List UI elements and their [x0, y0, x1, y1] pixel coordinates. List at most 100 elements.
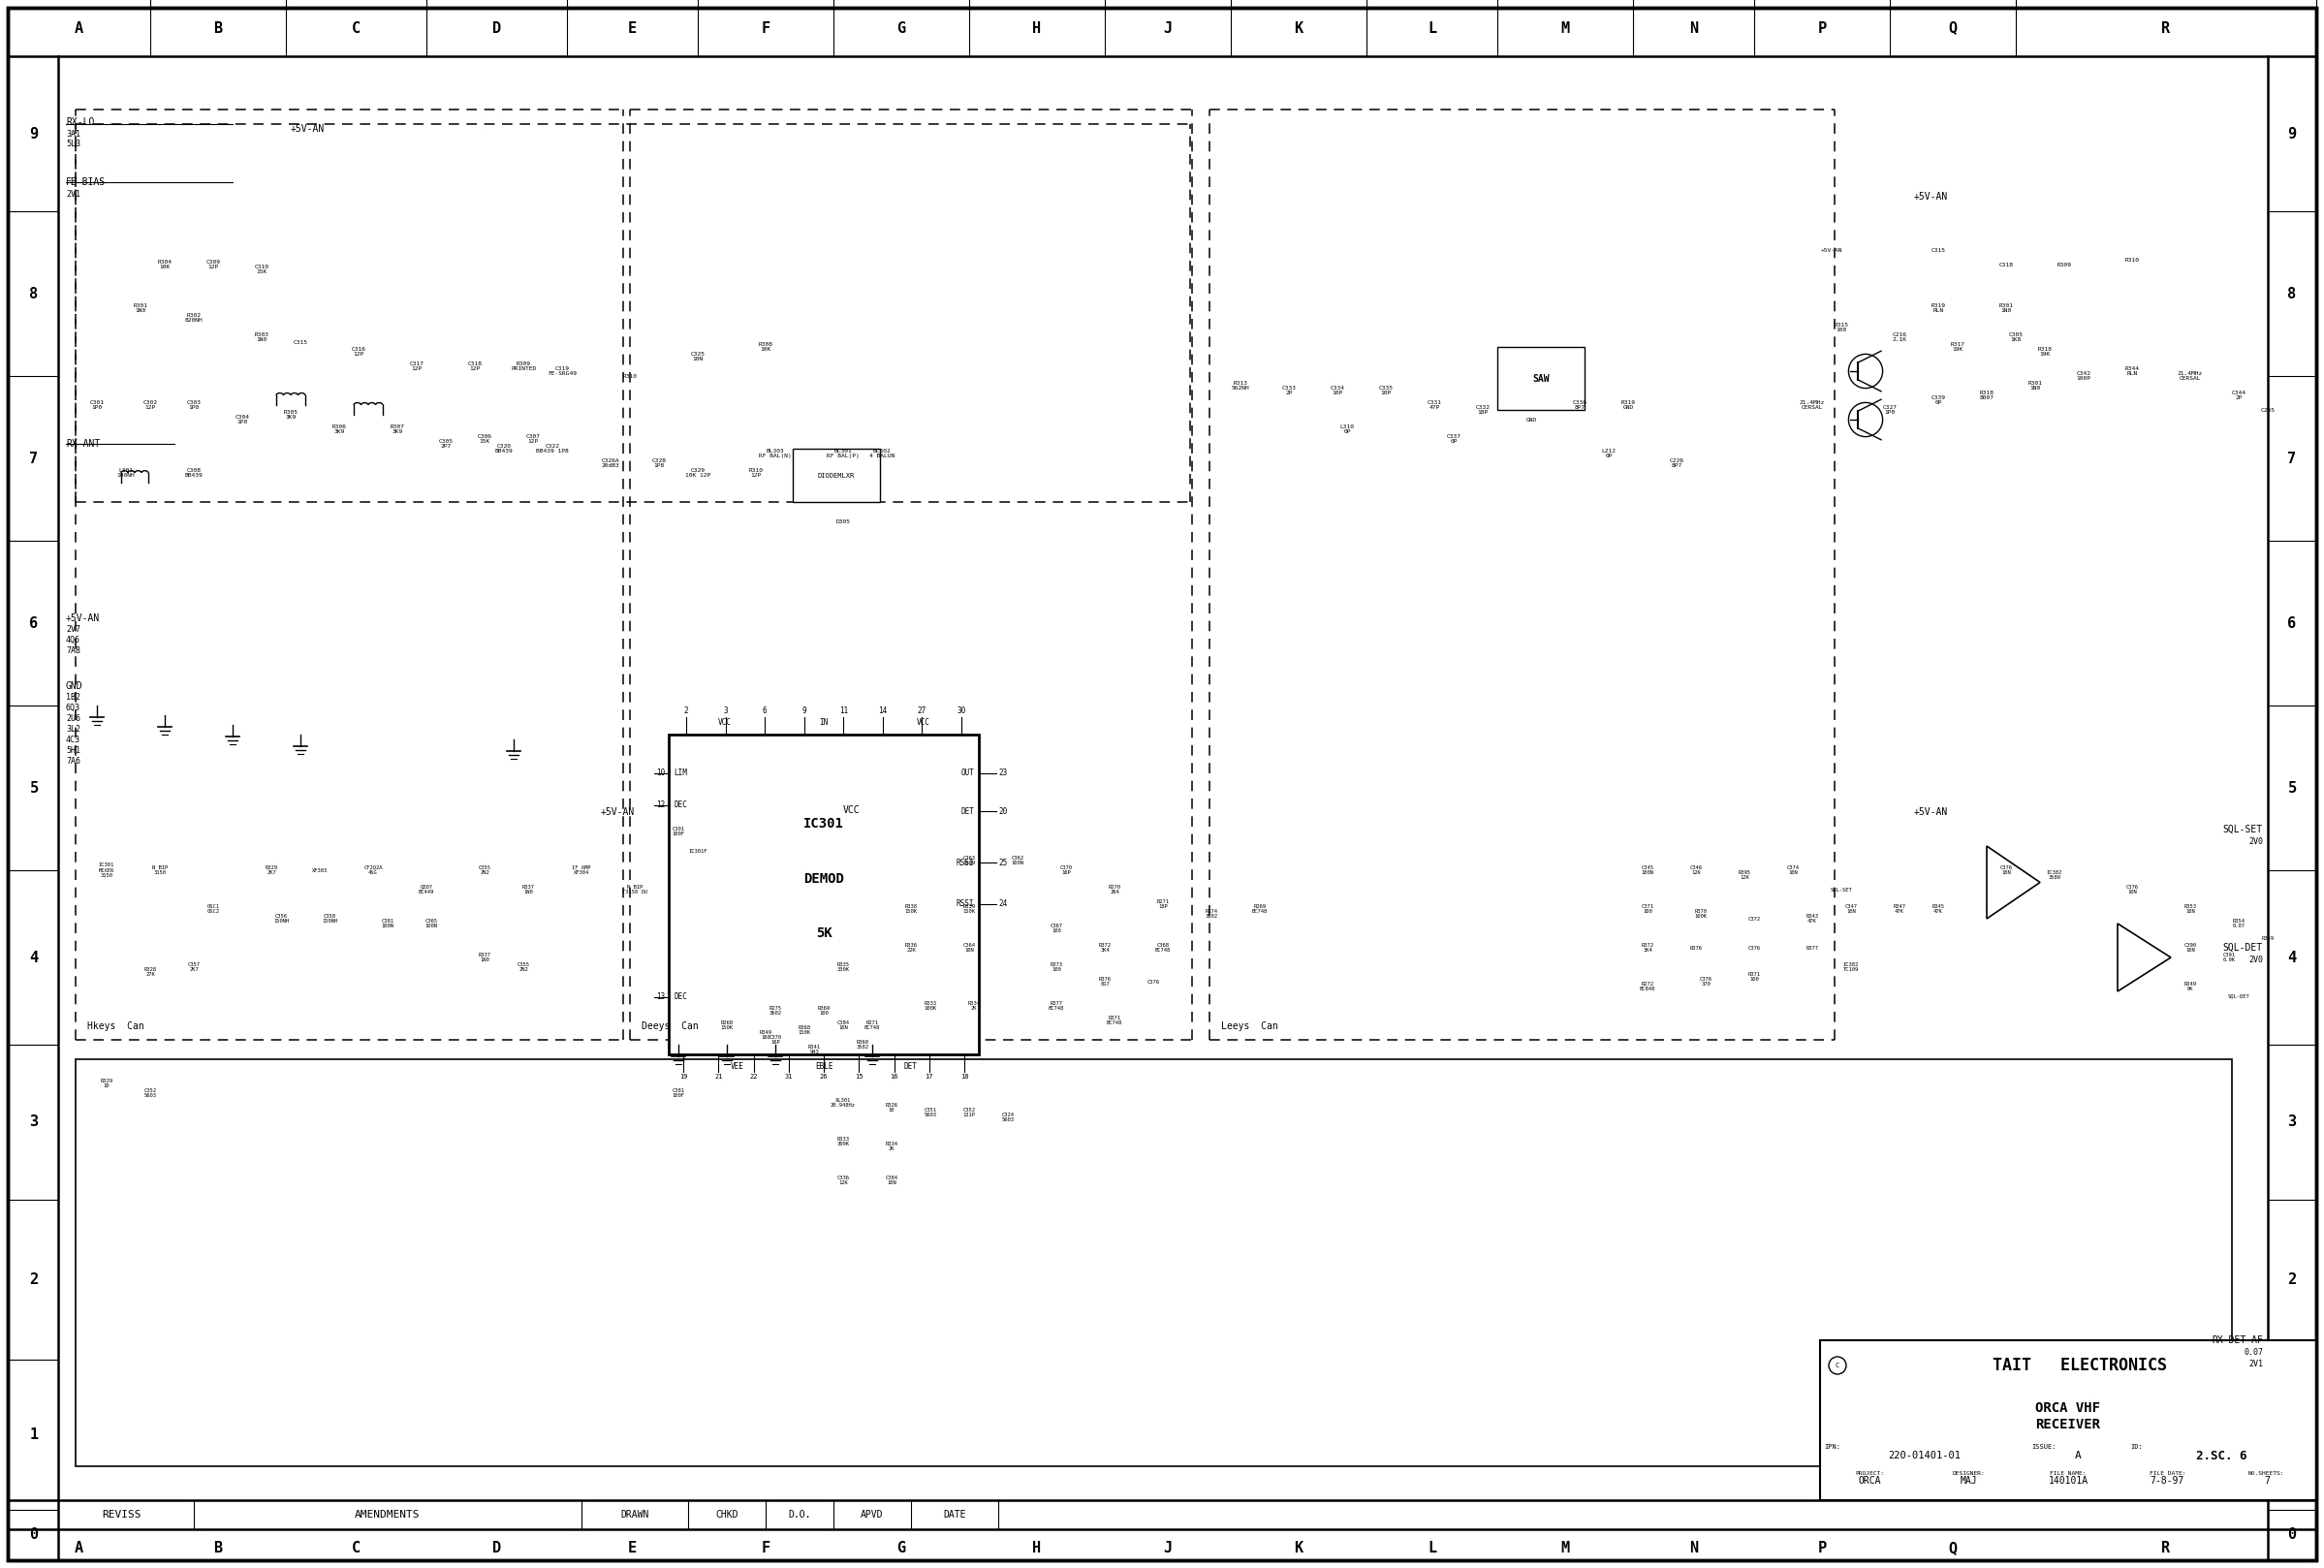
Text: DESIGNER:: DESIGNER: [1952, 1471, 1985, 1475]
Text: 24: 24 [999, 900, 1006, 908]
Text: R270
264: R270 264 [1109, 884, 1120, 895]
Text: Hkeys  Can: Hkeys Can [88, 1021, 144, 1032]
Text: C324
5603: C324 5603 [1002, 1112, 1013, 1123]
Text: CF2Q2A
4SG: CF2Q2A 4SG [363, 866, 383, 875]
Text: R395
12K: R395 12K [1738, 870, 1750, 880]
Text: R269
BC748: R269 BC748 [1253, 903, 1269, 914]
Text: R272
BC848: R272 BC848 [1641, 982, 1655, 993]
Text: OSC1
OSC2: OSC1 OSC2 [207, 903, 218, 914]
Text: C347
10N: C347 10N [1845, 903, 1857, 914]
Text: OUT: OUT [960, 768, 974, 778]
Text: C345
100N: C345 100N [1641, 866, 1655, 875]
Text: C357
2K7: C357 2K7 [188, 961, 200, 972]
Text: REVISS: REVISS [102, 1510, 142, 1519]
Text: R329
2K7: R329 2K7 [265, 866, 277, 875]
Text: C216
2.1K: C216 2.1K [1892, 332, 1906, 342]
Text: C306
15K: C306 15K [476, 434, 493, 444]
Text: 7-8-97: 7-8-97 [2150, 1475, 2185, 1485]
Text: 21: 21 [713, 1074, 723, 1080]
Text: R305
3K9: R305 3K9 [284, 409, 297, 420]
Text: 5: 5 [30, 781, 37, 795]
Text: R302
820NH: R302 820NH [184, 312, 202, 323]
Text: R318
19K: R318 19K [2038, 347, 2052, 358]
Text: DATE: DATE [944, 1510, 967, 1519]
Text: R339
150K: R339 150K [962, 903, 976, 914]
Text: B: B [214, 20, 223, 36]
Text: 2.SC. 6: 2.SC. 6 [2196, 1449, 2247, 1461]
Text: R360
3582: R360 3582 [855, 1040, 869, 1051]
Text: L212
0P: L212 0P [1601, 448, 1615, 459]
Text: 27: 27 [918, 707, 927, 715]
Text: R310
12P: R310 12P [748, 467, 762, 478]
Text: R313
562NH: R313 562NH [1232, 381, 1250, 390]
Text: D: D [493, 1541, 502, 1555]
Text: Leeys  Can: Leeys Can [1220, 1021, 1278, 1032]
Text: E: E [627, 20, 637, 36]
Text: 7: 7 [30, 452, 37, 466]
Text: SQL-DET: SQL-DET [2224, 942, 2264, 953]
Text: 23: 23 [999, 768, 1006, 778]
Text: R328
27K: R328 27K [144, 967, 156, 977]
Text: C326A
20dB3: C326A 20dB3 [602, 458, 621, 469]
Text: C325
10N: C325 10N [690, 351, 704, 362]
Text: P: P [1817, 20, 1827, 36]
Text: C322
BB439 1P8: C322 BB439 1P8 [537, 444, 569, 453]
Bar [669, 734, 978, 1054]
Text: R334
2K: R334 2K [967, 1000, 981, 1011]
Text: R349
160: R349 160 [760, 1030, 772, 1040]
Text: R376: R376 [1690, 946, 1701, 950]
Text: R301
1N0: R301 1N0 [1999, 303, 2013, 314]
Text: 21.4MHz
CERSAL: 21.4MHz CERSAL [1799, 400, 1824, 411]
Text: J: J [1164, 1541, 1171, 1555]
Text: R333
100K: R333 100K [925, 1000, 937, 1011]
Text: C364
10N: C364 10N [962, 942, 976, 953]
Text: Deeys  Can: Deeys Can [641, 1021, 700, 1032]
Text: D305: D305 [837, 519, 851, 524]
Text: 4: 4 [30, 950, 37, 964]
Text: IPN:: IPN: [1824, 1444, 1841, 1450]
Text: R: R [2161, 1541, 2171, 1555]
Text: D.O.: D.O. [788, 1510, 811, 1519]
Polygon shape [2117, 924, 2171, 991]
Text: 10: 10 [655, 768, 665, 778]
Text: BL303
RF BAL(N): BL303 RF BAL(N) [760, 448, 792, 459]
Text: 0.07: 0.07 [2243, 1347, 2264, 1356]
Text: C376: C376 [1748, 946, 1762, 950]
Text: 17: 17 [925, 1074, 934, 1080]
Text: TAIT   ELECTRONICS: TAIT ELECTRONICS [1992, 1356, 2166, 1374]
Text: N BIP
3150: N BIP 3150 [151, 866, 167, 875]
Text: R268
150K: R268 150K [720, 1021, 732, 1030]
Text: N BIP
T3150 OU: N BIP T3150 OU [623, 884, 648, 895]
Text: R371
BC748: R371 BC748 [1106, 1014, 1122, 1025]
Text: 8: 8 [30, 287, 37, 301]
Text: C336
8P7: C336 8P7 [1573, 400, 1587, 411]
Text: R333
300K: R333 300K [837, 1137, 851, 1146]
Text: R372
3K4: R372 3K4 [1641, 942, 1655, 953]
Text: R370
100K: R370 100K [1694, 908, 1708, 919]
Text: R319
GND: R319 GND [1620, 400, 1636, 411]
Text: APVD: APVD [860, 1510, 883, 1519]
Text: 15: 15 [855, 1074, 862, 1080]
Text: C303
1P0: C303 1P0 [186, 400, 202, 411]
Text: FE-BIAS: FE-BIAS [65, 177, 107, 187]
Text: GND: GND [65, 681, 84, 691]
Text: 12: 12 [655, 801, 665, 809]
Text: C307
12P: C307 12P [525, 434, 539, 444]
Text: DRAWN: DRAWN [621, 1510, 648, 1519]
Text: C315: C315 [293, 340, 307, 345]
Text: E: E [627, 1541, 637, 1555]
Text: 0: 0 [30, 1527, 37, 1543]
Text: C384
10N: C384 10N [837, 1021, 851, 1030]
Text: F: F [762, 20, 769, 36]
Text: IN: IN [820, 718, 827, 728]
Text: 2: 2 [30, 1272, 37, 1287]
Text: P: P [1817, 1541, 1827, 1555]
Text: C334
10P: C334 10P [1329, 386, 1346, 395]
Text: C374
10N: C374 10N [1787, 866, 1799, 875]
Text: R354
0.07: R354 0.07 [2233, 919, 2245, 928]
Text: 5L3: 5L3 [65, 140, 81, 147]
Text: GND: GND [1527, 417, 1536, 422]
Text: R310: R310 [623, 373, 637, 378]
Text: C365
100N: C365 100N [425, 919, 437, 928]
Text: 6: 6 [762, 707, 767, 715]
